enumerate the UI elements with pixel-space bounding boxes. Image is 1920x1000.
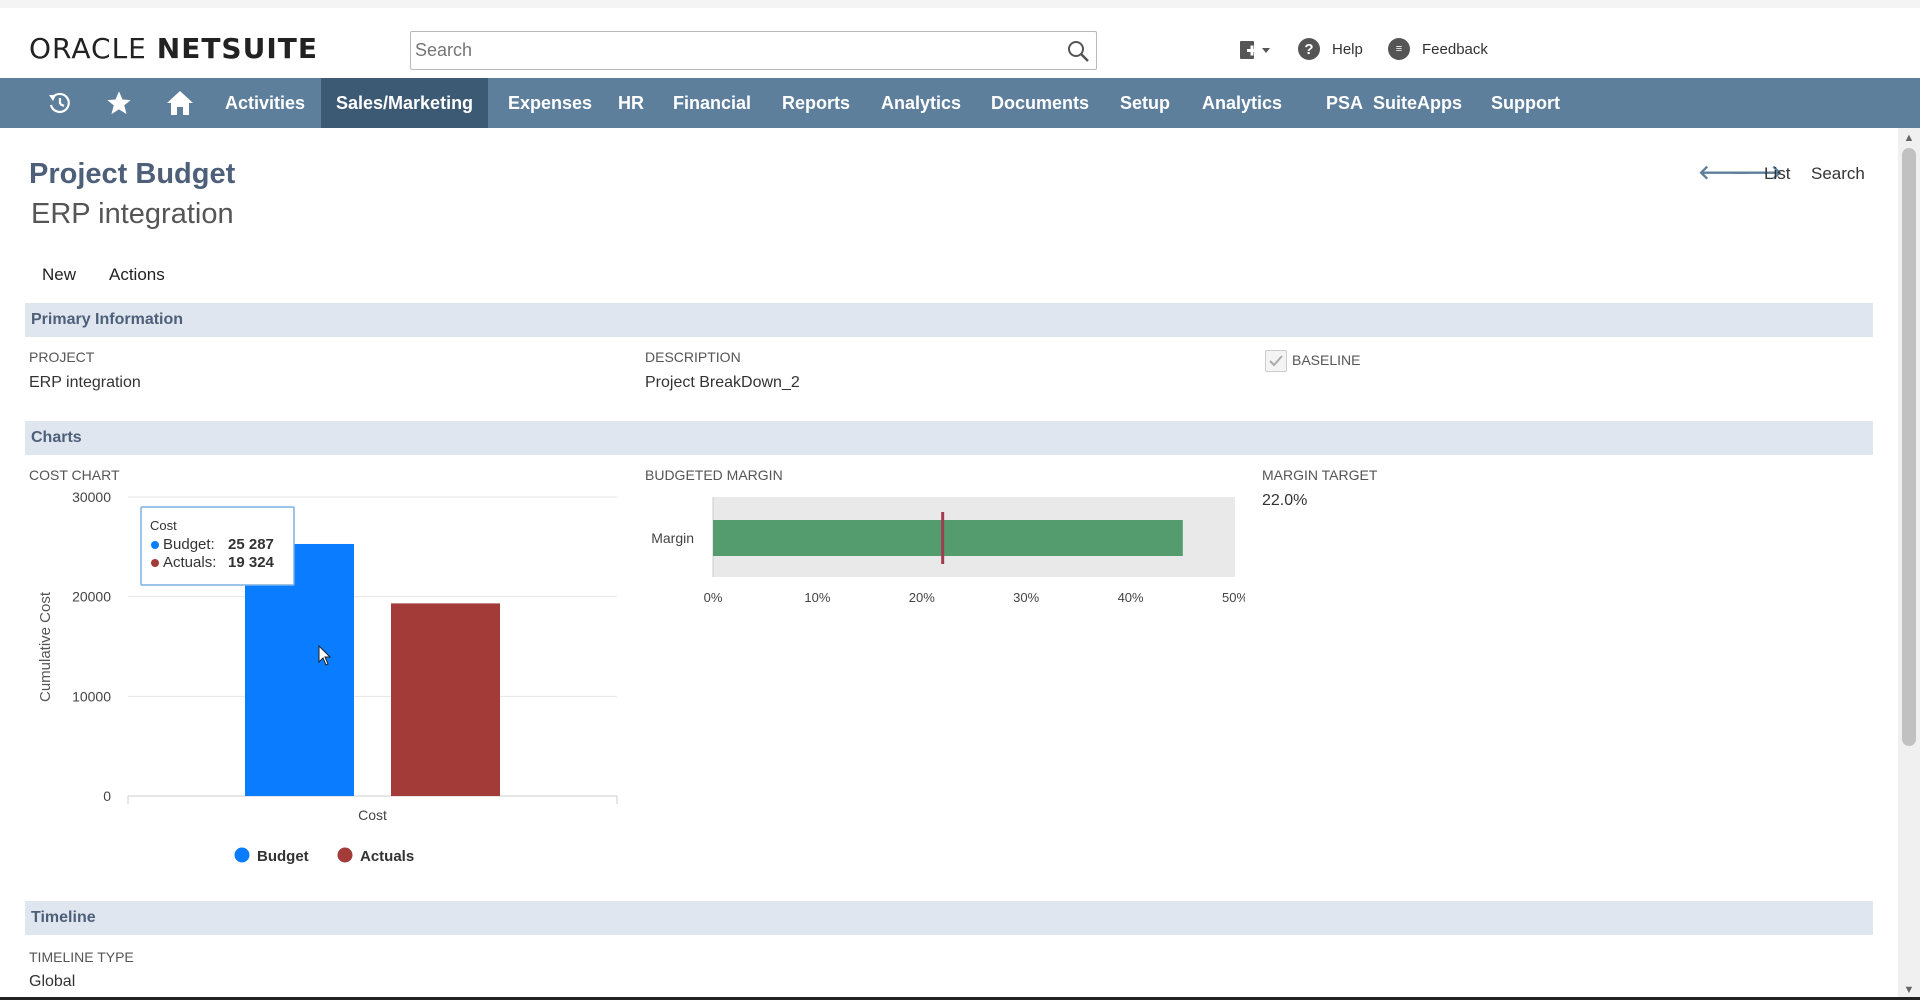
shortcuts-star-icon[interactable]: [99, 78, 139, 128]
create-new-icon[interactable]: [1238, 38, 1272, 62]
timeline-type-label: TIMELINE TYPE: [29, 949, 134, 965]
netsuite-logo[interactable]: ORACLE NETSUITE: [29, 32, 318, 65]
y-tick-label: 10000: [72, 688, 111, 704]
legend-label-actuals: Actuals: [360, 848, 414, 865]
tooltip-marker: [151, 559, 159, 567]
feedback-link[interactable]: ≡ Feedback: [1388, 38, 1488, 60]
x-tick-label: 0%: [704, 590, 723, 605]
next-record-arrow-icon[interactable]: 🡒: [1729, 162, 1783, 184]
legend-marker-actuals: [337, 847, 353, 863]
page-subtitle: ERP integration: [31, 198, 234, 230]
nav-item-suiteapps[interactable]: SuiteApps: [1373, 93, 1463, 113]
help-icon: ?: [1298, 38, 1320, 60]
checkmark-icon: [1269, 355, 1283, 367]
previous-record-arrow-icon[interactable]: 🡐: [1698, 162, 1752, 184]
scrollbar-thumb[interactable]: [1902, 148, 1916, 746]
nav-item-sales-marketing[interactable]: Sales/Marketing: [321, 78, 489, 128]
feedback-icon: ≡: [1388, 38, 1410, 60]
section-title: Timeline: [31, 909, 96, 926]
feedback-label: Feedback: [1422, 40, 1488, 58]
project-label: PROJECT: [29, 349, 95, 365]
new-button[interactable]: New: [42, 265, 77, 284]
search-link[interactable]: Search: [1811, 164, 1865, 183]
recent-records-icon[interactable]: [40, 78, 80, 128]
timeline-section[interactable]: Timeline: [25, 901, 1873, 935]
project-value[interactable]: ERP integration: [29, 374, 141, 391]
budgeted-margin-label: BUDGETED MARGIN: [645, 467, 783, 483]
nav-item-financial[interactable]: Financial: [673, 93, 752, 113]
tooltip-title: Cost: [150, 518, 177, 533]
legend-marker-budget: [234, 847, 250, 863]
tooltip-series-label: Budget:: [163, 536, 215, 553]
margin-target-label: MARGIN TARGET: [1262, 467, 1378, 483]
timeline-type-value: Global: [29, 973, 76, 990]
y-tick-label: Margin: [651, 530, 694, 546]
main-nav: Activities Sales/Marketing Expenses HR Finan…: [0, 78, 1920, 128]
tooltip-series-value: 25 287: [228, 536, 274, 553]
scroll-down-arrow-icon[interactable]: ▼: [1903, 984, 1915, 996]
page-scrollbar[interactable]: ▲ ▼: [1898, 128, 1920, 1000]
description-value: Project BreakDown_2: [645, 374, 800, 391]
cost-chart-label: COST CHART: [29, 467, 120, 483]
y-tick-label: 30000: [72, 489, 111, 505]
y-tick-label: 20000: [72, 589, 111, 605]
margin-target-value: 22.0%: [1262, 492, 1308, 509]
cost-chart[interactable]: 0 10000 20000 30000 Cumulative Cost Cost Budge…: [25, 480, 635, 870]
x-tick-label: 10%: [804, 590, 830, 605]
budgeted-margin-chart[interactable]: Margin 0% 10% 20% 30% 40% 50%: [645, 490, 1245, 610]
nav-item-analytics[interactable]: Analytics: [1202, 93, 1283, 113]
create-new-menu[interactable]: [1238, 38, 1272, 62]
nav-item-psa[interactable]: PSA: [1326, 93, 1364, 113]
y-axis-label: Cumulative Cost: [37, 591, 54, 702]
tooltip-series-value: 19 324: [228, 554, 275, 571]
nav-item-hr[interactable]: HR: [618, 93, 644, 113]
nav-item-activities[interactable]: Activities: [225, 93, 306, 113]
tooltip-series-label: Actuals:: [163, 554, 216, 571]
section-title: Charts: [31, 429, 82, 446]
page-title: Project Budget: [29, 158, 236, 190]
nav-item-reports[interactable]: Reports: [782, 93, 851, 113]
x-tick-label: 50%: [1222, 590, 1245, 605]
nav-item-support[interactable]: Support: [1491, 93, 1560, 113]
primary-info-section[interactable]: Primary Information: [25, 303, 1873, 337]
global-search[interactable]: [410, 31, 1097, 70]
nav-item-analytics[interactable]: Analytics: [881, 93, 962, 113]
help-label: Help: [1332, 40, 1363, 58]
charts-section[interactable]: Charts: [25, 421, 1873, 455]
nav-item-documents[interactable]: Documents: [991, 93, 1090, 113]
x-tick-label: Cost: [358, 807, 387, 823]
search-icon[interactable]: [1066, 39, 1090, 63]
margin-target-marker: [941, 512, 945, 564]
x-tick-label: 40%: [1118, 590, 1144, 605]
mouse-cursor-icon: [318, 644, 332, 666]
bar-actuals: [391, 603, 500, 796]
section-title: Primary Information: [31, 311, 184, 328]
nav-item-expenses[interactable]: Expenses: [508, 93, 593, 113]
list-link[interactable]: List: [1764, 164, 1791, 183]
scroll-up-arrow-icon[interactable]: ▲: [1903, 132, 1915, 144]
y-tick-label: 0: [103, 788, 111, 804]
x-tick-label: 20%: [909, 590, 935, 605]
home-icon[interactable]: [160, 78, 200, 128]
x-tick-label: 30%: [1013, 590, 1039, 605]
description-label: DESCRIPTION: [645, 349, 741, 365]
help-link[interactable]: ? Help: [1298, 38, 1363, 60]
search-input[interactable]: [411, 32, 1041, 69]
window-bottom-edge: [0, 997, 1920, 1000]
baseline-label: BASELINE: [1292, 352, 1361, 368]
bar-budget: [245, 543, 354, 796]
nav-item-setup[interactable]: Setup: [1120, 93, 1171, 113]
tooltip-marker: [151, 541, 159, 549]
baseline-checkbox[interactable]: [1265, 350, 1287, 372]
top-header: ORACLE NETSUITE ? Help ≡ Feedback: [0, 0, 1920, 78]
chart-tooltip: [140, 506, 295, 586]
legend-label-budget: Budget: [257, 848, 309, 865]
margin-bar: [713, 520, 1183, 556]
actions-menu[interactable]: Actions: [109, 265, 165, 284]
